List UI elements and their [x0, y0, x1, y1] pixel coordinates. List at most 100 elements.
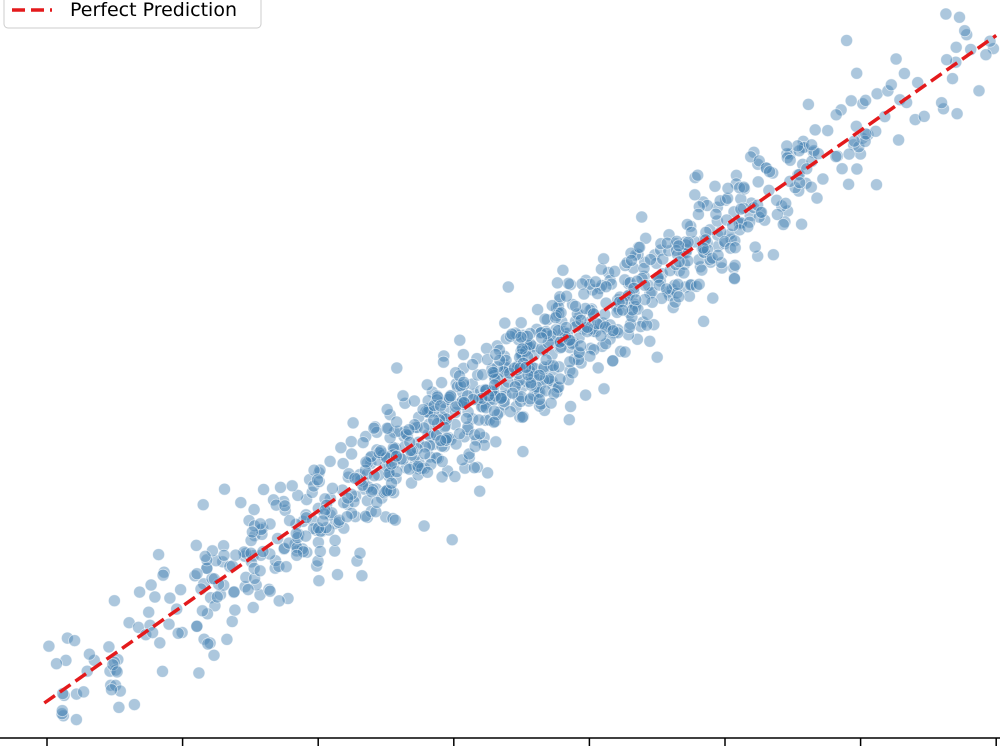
scatter-point: [435, 455, 449, 468]
scatter-point: [514, 330, 528, 344]
scatter-point: [804, 180, 818, 194]
scatter-point: [688, 188, 702, 202]
scatter-point: [844, 94, 858, 108]
scatter-point: [471, 460, 484, 474]
scatter-point: [498, 316, 512, 330]
scatter-point: [556, 263, 570, 277]
scatter-point: [331, 568, 344, 581]
scatter-point: [283, 514, 297, 527]
scatter-point: [268, 561, 282, 575]
scatter-point: [453, 369, 466, 383]
scatter-point: [332, 513, 346, 527]
scatter-point: [776, 218, 790, 231]
scatter-point: [311, 554, 325, 568]
scatter-point: [434, 399, 447, 413]
scatter-point: [174, 583, 188, 597]
scatter-point: [108, 594, 121, 608]
scatter-point: [218, 482, 231, 496]
scatter-point: [618, 345, 632, 359]
scatter-point: [444, 389, 458, 403]
legend-label-perfect-prediction: Perfect Prediction: [70, 0, 237, 21]
scatter-point: [448, 470, 462, 483]
scatter-point: [228, 603, 242, 617]
scatter-point: [850, 66, 864, 80]
scatter-point: [445, 533, 459, 547]
scatter-point: [163, 591, 177, 605]
scatter-point: [884, 78, 898, 92]
scatter-point: [486, 365, 500, 379]
scatter-point: [793, 176, 807, 190]
scatter-point: [390, 415, 404, 429]
scatter-point: [421, 465, 434, 479]
scatter-point: [341, 470, 355, 484]
scatter-point: [133, 585, 147, 599]
scatter-point: [816, 172, 830, 186]
scatter-point: [597, 252, 610, 266]
scatter-point: [964, 43, 978, 56]
scatter-point: [385, 476, 399, 490]
scatter-point: [538, 403, 551, 417]
scatter-point: [595, 279, 609, 292]
scatter-point: [225, 615, 239, 628]
scatter-point: [190, 620, 204, 633]
scatter-point: [127, 698, 141, 711]
scatter-point: [427, 413, 441, 427]
scatter-point: [311, 473, 324, 487]
scatter-point: [162, 617, 176, 631]
scatter-point: [272, 560, 286, 573]
points-layer: [42, 7, 1000, 726]
scatter-point: [521, 329, 534, 343]
scatter-point: [434, 434, 448, 448]
scatter-point: [277, 542, 291, 555]
scatter-point: [104, 678, 118, 692]
legend: Perfect Prediction: [3, 0, 262, 29]
scatter-point: [277, 495, 291, 508]
scatter-point: [175, 626, 189, 639]
scatter-point: [733, 181, 746, 195]
scatter-point: [569, 314, 582, 328]
scatter-point: [516, 445, 530, 459]
scatter-point: [204, 591, 218, 605]
scatter-point: [711, 248, 725, 262]
scatter-point: [579, 388, 592, 402]
scatter-point: [359, 430, 373, 443]
scatter-point: [574, 339, 588, 353]
scatter-point: [692, 253, 706, 267]
scatter-point: [940, 53, 954, 67]
scatter-point: [468, 428, 482, 442]
scatter-point: [253, 517, 267, 531]
scatter-point: [574, 313, 588, 327]
scatter-point: [638, 293, 652, 307]
scatter-point: [195, 604, 209, 618]
scatter-point: [805, 138, 818, 152]
scatter-point: [591, 361, 605, 375]
scatter-point: [524, 376, 538, 390]
scatter-point: [869, 124, 883, 138]
scatter-point: [590, 317, 604, 331]
scatter-point: [374, 444, 388, 458]
scatter-point: [842, 177, 855, 191]
scatter-point: [216, 555, 230, 569]
scatter-point: [629, 293, 643, 307]
scatter-point: [829, 108, 843, 122]
scatter-point: [148, 590, 162, 604]
scatter-point: [359, 455, 373, 469]
scatter-point: [917, 110, 931, 123]
scatter-point: [457, 375, 471, 389]
scatter-point: [460, 412, 473, 425]
scatter-point: [386, 512, 400, 525]
scatter-point: [198, 550, 212, 563]
scatter-point: [380, 484, 394, 497]
scatter-point: [279, 560, 293, 574]
scatter-point: [677, 266, 691, 280]
scatter-point: [398, 396, 412, 410]
scatter-point: [821, 124, 835, 138]
scatter-point: [229, 548, 243, 562]
scatter-point: [494, 391, 508, 405]
scatter-point: [506, 386, 519, 400]
scatter-point: [508, 380, 522, 394]
scatter-point: [389, 472, 403, 485]
scatter-point: [68, 634, 81, 647]
perfect-prediction-line: [43, 33, 998, 705]
scatter-point: [402, 423, 416, 437]
